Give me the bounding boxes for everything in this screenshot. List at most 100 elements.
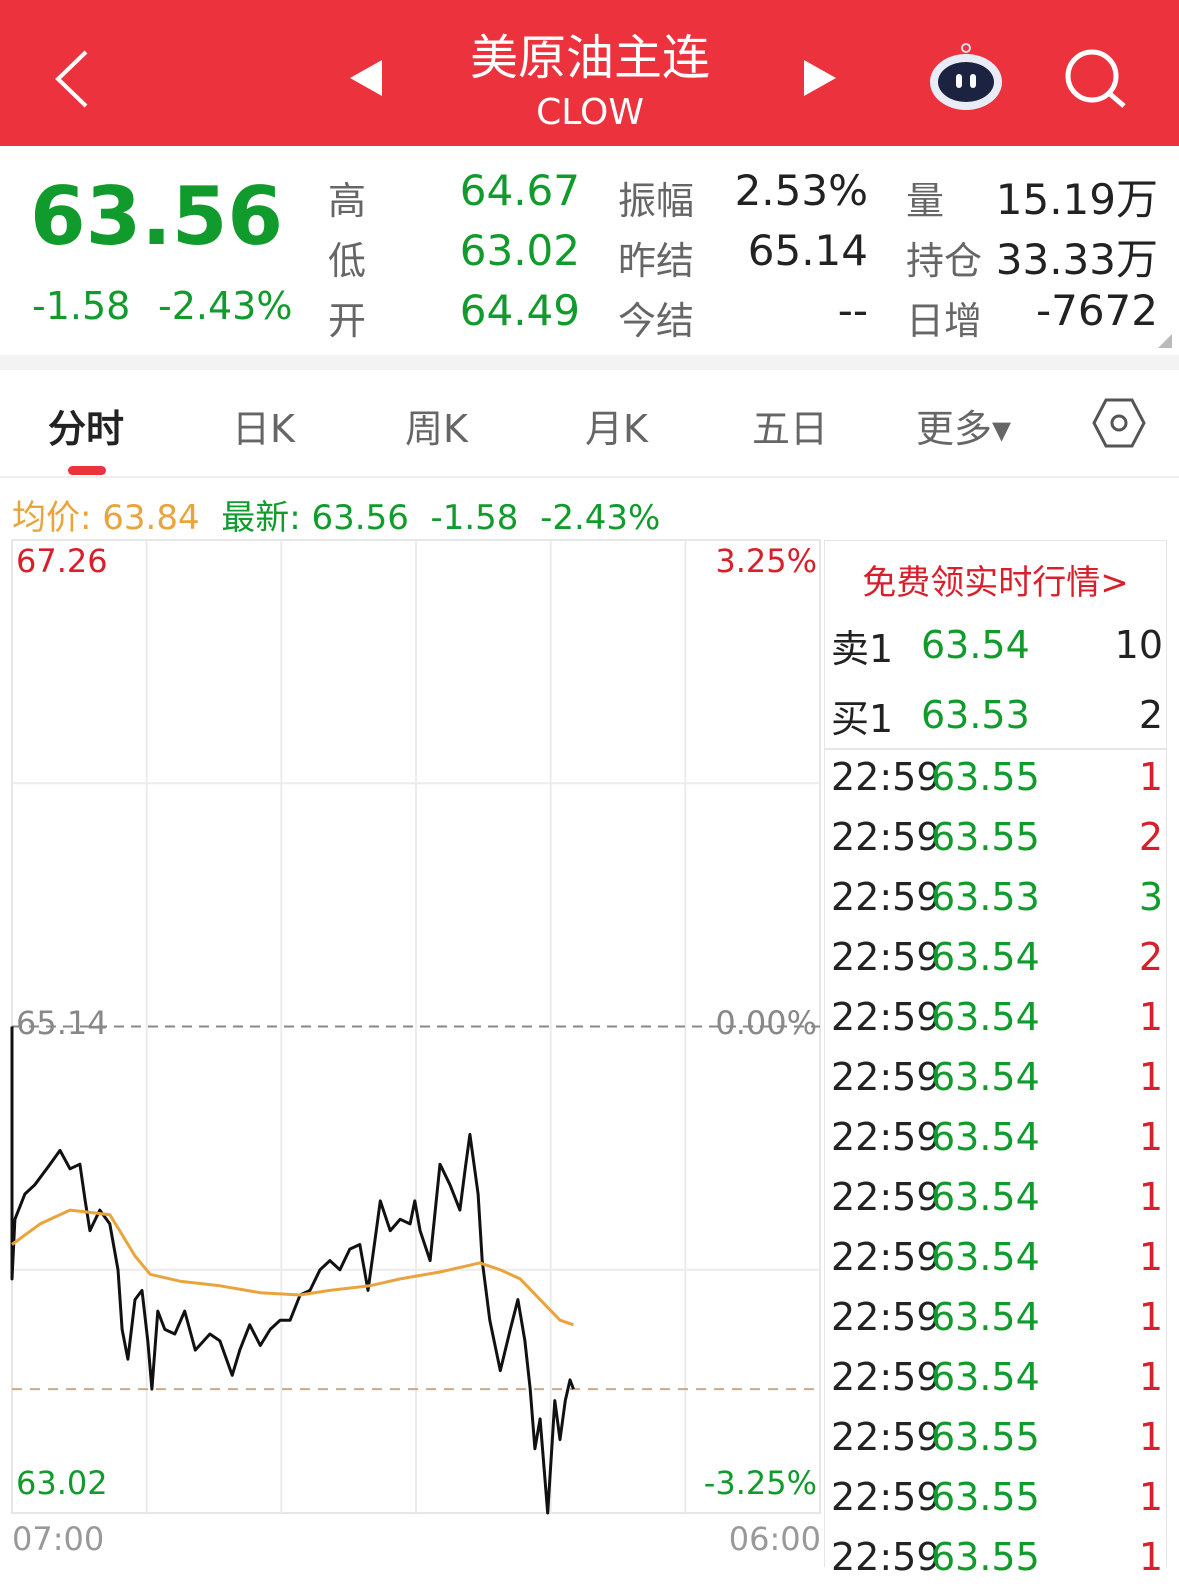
- divider: [0, 355, 1179, 370]
- trade-price: 63.55: [931, 755, 1040, 799]
- pct-label-high: 3.25%: [715, 542, 817, 580]
- tab-5[interactable]: 更多▾: [916, 407, 1012, 451]
- avg-line: [11, 1208, 574, 1327]
- stat-value: -7672: [1035, 286, 1158, 335]
- ask-label: 卖1: [831, 626, 894, 671]
- trade-time: 22:59: [831, 1475, 941, 1519]
- settings-hexagon-icon[interactable]: [1092, 396, 1146, 450]
- tab-3[interactable]: 月K: [585, 407, 648, 451]
- trade-price: 63.55: [931, 815, 1040, 859]
- stat-label: 振幅: [618, 179, 695, 223]
- next-triangle-icon[interactable]: [802, 58, 838, 98]
- ask-qty: 10: [1114, 623, 1163, 667]
- latest-change: -1.58: [430, 498, 519, 538]
- chart-info-line: 均价: 63.84 最新: 63.56 -1.58 -2.43%: [12, 490, 660, 539]
- stat-label: 低: [328, 239, 367, 283]
- stat-label: 高: [328, 179, 367, 223]
- instrument-title: 美原油主连: [469, 30, 710, 86]
- trade-qty: 1: [1138, 995, 1163, 1039]
- stat-value: 2.53%: [734, 166, 868, 215]
- trade-qty: 1: [1138, 1115, 1163, 1159]
- divider: [0, 476, 1179, 478]
- back-chevron-icon[interactable]: [52, 48, 92, 110]
- pct-label-ref: 0.00%: [715, 1004, 817, 1042]
- trade-qty: 1: [1138, 1475, 1163, 1519]
- free-realtime-link[interactable]: 免费领实时行情>: [862, 563, 1129, 603]
- y-label-low: 63.02: [16, 1464, 108, 1502]
- trade-price: 63.53: [931, 875, 1040, 919]
- active-tab-indicator: [68, 466, 106, 475]
- stat-label: 持仓: [906, 239, 983, 283]
- trade-price: 63.54: [931, 1175, 1040, 1219]
- trade-qty: 1: [1138, 755, 1163, 799]
- trade-qty: 1: [1138, 1175, 1163, 1219]
- stat-value: 64.49: [459, 286, 580, 335]
- trade-qty: 2: [1138, 815, 1163, 859]
- last-price: 63.56: [30, 170, 284, 263]
- trade-time: 22:59: [831, 1055, 941, 1099]
- trade-price: 63.55: [931, 1475, 1040, 1519]
- trade-row: 22:59 63.54 2: [831, 927, 1163, 987]
- latest-price: 最新: 63.56: [221, 498, 409, 538]
- instrument-code: CLOW: [536, 92, 644, 133]
- bid-price: 63.53: [921, 693, 1030, 737]
- stat-value: 15.19万: [995, 175, 1158, 224]
- tab-4[interactable]: 五日: [752, 407, 829, 451]
- trade-row: 22:59 63.54 1: [831, 1167, 1163, 1227]
- trade-qty: 3: [1138, 875, 1163, 919]
- orderbook-panel: 免费领实时行情> 卖1 63.54 10 买1 63.53 2 22:59 63.…: [824, 540, 1167, 1579]
- trade-qty: 1: [1138, 1235, 1163, 1279]
- trade-qty: 1: [1138, 1055, 1163, 1099]
- robot-assistant-icon[interactable]: [928, 42, 1004, 112]
- y-label-ref: 65.14: [16, 1004, 108, 1042]
- avg-price: 均价: 63.84: [12, 498, 200, 538]
- x-label-end: 06:00: [728, 1520, 821, 1558]
- trade-row: 22:59 63.55 1: [831, 1467, 1163, 1527]
- tab-0[interactable]: 分时: [48, 407, 125, 451]
- trade-time: 22:59: [831, 1535, 941, 1579]
- trade-row: 22:59 63.55 1: [831, 1407, 1163, 1467]
- trade-row: 22:59 63.54 1: [831, 987, 1163, 1047]
- trade-price: 63.54: [931, 995, 1040, 1039]
- trade-qty: 1: [1138, 1415, 1163, 1459]
- stat-value: 33.33万: [995, 235, 1158, 284]
- trade-row: 22:59 63.55 1: [831, 747, 1163, 807]
- trade-qty: 2: [1138, 935, 1163, 979]
- x-label-start: 07:00: [12, 1520, 105, 1558]
- trade-row: 22:59 63.54 1: [831, 1347, 1163, 1407]
- trade-qty: 1: [1138, 1295, 1163, 1339]
- bid-row: 买1 63.53 2: [831, 685, 1163, 745]
- trade-time: 22:59: [831, 1415, 941, 1459]
- tab-1[interactable]: 日K: [232, 407, 295, 451]
- price-line: [10, 1026, 575, 1515]
- bid-qty: 2: [1138, 693, 1163, 737]
- stat-label: 量: [906, 179, 945, 223]
- stat-label: 今结: [618, 299, 695, 343]
- stat-label: 昨结: [618, 239, 695, 283]
- price-change: -1.58: [32, 284, 131, 328]
- trade-row: 22:59 63.55 2: [831, 807, 1163, 867]
- tab-2[interactable]: 周K: [405, 407, 468, 451]
- stat-value: 63.02: [459, 226, 580, 275]
- ask-row: 卖1 63.54 10: [831, 615, 1163, 675]
- expand-corner-icon[interactable]: [1158, 334, 1172, 348]
- stat-label: 开: [328, 299, 367, 343]
- trade-row: 22:59 63.55 1: [831, 1527, 1163, 1587]
- pct-label-low: -3.25%: [703, 1464, 817, 1502]
- top-bar: 美原油主连 CLOW: [0, 0, 1179, 146]
- trade-qty: 1: [1138, 1535, 1163, 1579]
- prev-triangle-icon[interactable]: [348, 58, 384, 98]
- trade-price: 63.54: [931, 1355, 1040, 1399]
- trade-time: 22:59: [831, 755, 941, 799]
- stat-value: --: [837, 286, 868, 335]
- trade-row: 22:59 63.54 1: [831, 1227, 1163, 1287]
- trade-time: 22:59: [831, 1235, 941, 1279]
- trade-time: 22:59: [831, 875, 941, 919]
- trade-time: 22:59: [831, 1115, 941, 1159]
- trade-time: 22:59: [831, 1355, 941, 1399]
- price-change-pct: -2.43%: [158, 284, 293, 328]
- search-icon[interactable]: [1062, 48, 1128, 110]
- stat-value: 64.67: [459, 166, 580, 215]
- intraday-chart[interactable]: [0, 530, 824, 1567]
- stat-value: 65.14: [747, 226, 868, 275]
